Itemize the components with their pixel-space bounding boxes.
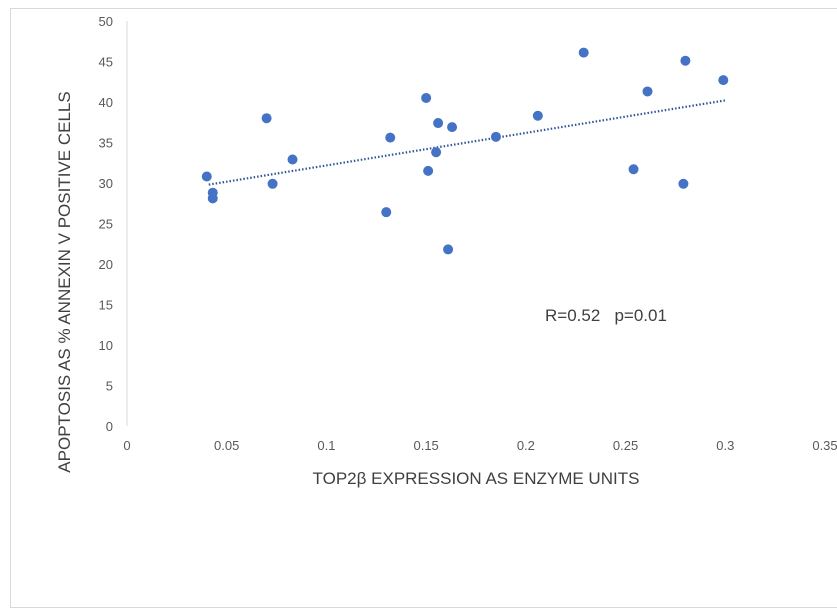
- data-point: [533, 111, 543, 121]
- scatter-chart: 0 0.05 0.1 0.15 0.2 0.25 0.3 0.35 0 5 10 15 20 25 30 3…: [0, 0, 837, 593]
- y-tick-label: 35: [99, 136, 113, 151]
- correlation-annotation: R=0.52 p=0.01: [545, 306, 667, 325]
- x-tick-label: 0.25: [613, 438, 638, 453]
- x-tick-label: 0.2: [517, 438, 535, 453]
- data-point: [433, 118, 443, 128]
- y-tick-label: 40: [99, 95, 113, 110]
- data-point: [268, 179, 278, 189]
- y-tick-label: 25: [99, 217, 113, 232]
- data-point: [443, 244, 453, 254]
- x-axis-title: TOP2β EXPRESSION AS ENZYME UNITS: [313, 469, 640, 488]
- data-point: [629, 164, 639, 174]
- trendline: [209, 100, 726, 184]
- y-tick-label: 5: [106, 379, 113, 394]
- data-point: [643, 86, 653, 96]
- data-point: [421, 93, 431, 103]
- y-tick-label: 20: [99, 257, 113, 272]
- y-tick-label: 15: [99, 298, 113, 313]
- y-tick-label: 10: [99, 338, 113, 353]
- x-tick-label: 0.35: [812, 438, 837, 453]
- y-tick-label: 50: [99, 14, 113, 29]
- y-tick-label: 0: [106, 419, 113, 434]
- data-point: [208, 193, 218, 203]
- x-tick-label: 0: [123, 438, 130, 453]
- x-tick-label: 0.15: [413, 438, 438, 453]
- data-point: [680, 56, 690, 66]
- data-point: [678, 179, 688, 189]
- data-point: [202, 172, 212, 182]
- x-tick-label: 0.1: [317, 438, 335, 453]
- data-point: [262, 113, 272, 123]
- data-point: [288, 155, 298, 165]
- data-point: [718, 75, 728, 85]
- data-point: [447, 122, 457, 132]
- x-tick-label: 0.3: [716, 438, 734, 453]
- y-tick-label: 45: [99, 55, 113, 70]
- x-tick-label: 0.05: [214, 438, 239, 453]
- data-point: [431, 147, 441, 157]
- data-point: [381, 207, 391, 217]
- data-point: [579, 48, 589, 58]
- data-point: [423, 166, 433, 176]
- y-axis-title: APOPTOSIS AS % ANNEXIN V POSITIVE CELLS: [55, 91, 74, 472]
- data-point: [491, 132, 501, 142]
- y-tick-label: 30: [99, 176, 113, 191]
- data-point: [385, 133, 395, 143]
